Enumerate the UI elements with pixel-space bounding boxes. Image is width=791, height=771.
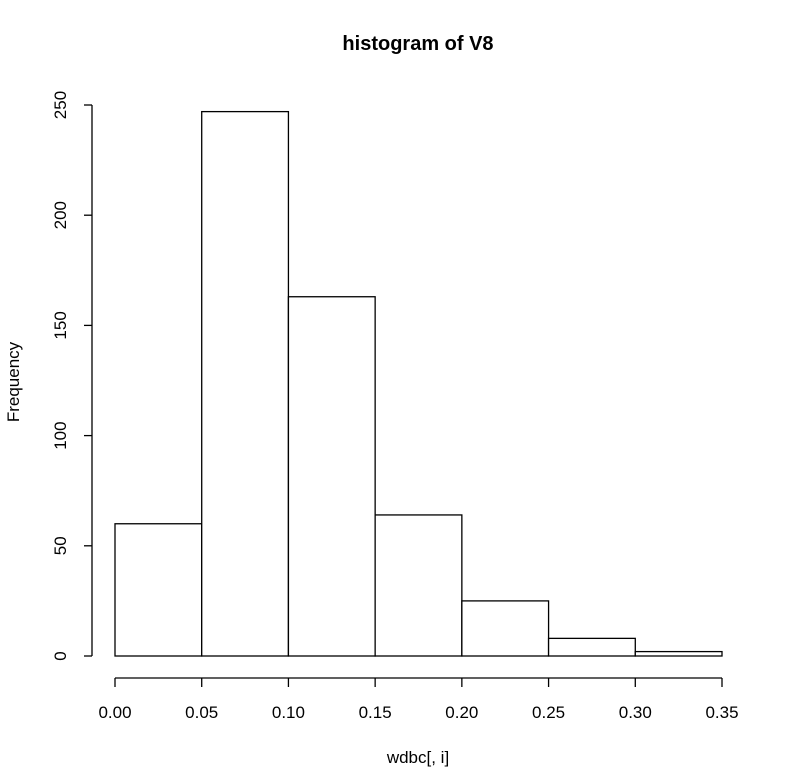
x-tick-label-0.15: 0.15 bbox=[359, 703, 392, 722]
x-tick-label-0.00: 0.00 bbox=[98, 703, 131, 722]
x-tick-label-0.10: 0.10 bbox=[272, 703, 305, 722]
y-tick-label-200: 200 bbox=[51, 201, 70, 229]
histogram-bar-3 bbox=[287, 296, 376, 657]
x-axis-label: wdbc[, i] bbox=[386, 748, 449, 767]
x-tick-label-0.30: 0.30 bbox=[619, 703, 652, 722]
x-axis: 0.00 0.05 0.10 0.15 0.20 0.25 0.30 0.35 bbox=[98, 677, 739, 722]
y-tick-label-250: 250 bbox=[51, 91, 70, 119]
y-axis: 0 50 100 150 200 250 bbox=[51, 91, 93, 661]
bars-group bbox=[114, 110, 723, 657]
x-tick-label-0.35: 0.35 bbox=[705, 703, 738, 722]
x-tick-label-0.20: 0.20 bbox=[445, 703, 478, 722]
y-tick-label-0: 0 bbox=[51, 651, 70, 660]
histogram-bar-7 bbox=[634, 650, 723, 657]
x-tick-label-0.25: 0.25 bbox=[532, 703, 565, 722]
chart-title: histogram of V8 bbox=[342, 33, 493, 55]
histogram-bar-2 bbox=[201, 110, 290, 657]
y-tick-label-150: 150 bbox=[51, 311, 70, 339]
y-axis-label: Frequency bbox=[4, 341, 23, 422]
histogram-bar-1 bbox=[114, 523, 203, 657]
y-tick-label-100: 100 bbox=[51, 421, 70, 449]
histogram-bar-4 bbox=[374, 514, 463, 657]
histogram-bar-6 bbox=[547, 637, 636, 657]
histogram-bar-5 bbox=[461, 600, 550, 657]
x-tick-label-0.05: 0.05 bbox=[185, 703, 218, 722]
y-tick-label-50: 50 bbox=[51, 536, 70, 555]
